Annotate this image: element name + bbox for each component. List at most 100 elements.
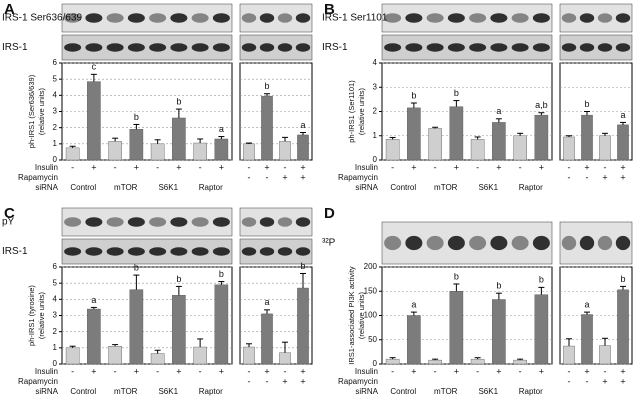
insulin-sign: -	[568, 162, 571, 172]
insulin-sign: -	[199, 366, 202, 376]
blot-band	[405, 235, 423, 251]
blot-band	[212, 43, 230, 52]
bar	[243, 346, 255, 365]
y-tick-label: 4	[53, 294, 58, 303]
y-tick-label: 0	[373, 359, 378, 368]
sirna-group: mTOR	[434, 183, 458, 192]
blot-band	[447, 13, 465, 23]
blot-band	[295, 43, 311, 52]
row-label: Insulin	[35, 367, 58, 376]
significance-label: b	[411, 90, 416, 100]
y-axis-label: ph-IRS1 (Ser1101)	[347, 80, 356, 143]
significance-label: b	[219, 269, 224, 279]
significance-label: c	[92, 62, 97, 72]
bar	[428, 128, 442, 161]
row-label: siRNA	[355, 183, 378, 192]
insulin-sign: -	[284, 366, 287, 376]
significance-label: a	[264, 297, 269, 307]
blot-label: ³²P	[322, 238, 336, 249]
bar	[428, 359, 442, 365]
rapamycin-sign: -	[586, 376, 589, 386]
rapamycin-sign: -	[568, 376, 571, 386]
insulin-sign: +	[300, 366, 305, 376]
sirna-group: S6K1	[158, 183, 178, 192]
blot-band	[561, 13, 577, 23]
insulin-sign: +	[454, 162, 459, 172]
blot-band	[469, 235, 487, 251]
significance-label: b	[620, 274, 625, 284]
bar	[563, 136, 575, 161]
bar	[87, 81, 101, 161]
panel-letter: B	[324, 1, 335, 18]
blot-band	[532, 43, 550, 52]
y-axis-label: (relative units)	[37, 291, 46, 339]
bar	[492, 122, 506, 161]
sirna-group: mTOR	[114, 183, 138, 192]
row-label: Insulin	[355, 367, 378, 376]
rapamycin-sign: +	[602, 376, 607, 386]
blot-band	[64, 247, 82, 256]
insulin-sign: -	[114, 366, 117, 376]
bar	[172, 117, 186, 161]
insulin-sign: -	[391, 366, 394, 376]
sirna-group: S6K1	[478, 183, 498, 192]
blot-band	[384, 43, 402, 52]
row-label: Rapamycin	[338, 377, 378, 386]
bar	[617, 289, 629, 365]
rapamycin-sign: +	[620, 376, 625, 386]
significance-label: a	[496, 106, 501, 116]
blot-band	[106, 13, 124, 23]
blot-band	[241, 43, 257, 52]
row-label: Insulin	[35, 163, 58, 172]
blot-band	[490, 43, 508, 52]
blot-band	[579, 235, 595, 251]
insulin-sign: +	[176, 162, 181, 172]
blot-band	[259, 247, 275, 256]
bar	[279, 352, 291, 365]
y-tick-label: 100	[364, 311, 378, 320]
y-tick-label: 1	[53, 343, 58, 352]
bar	[297, 134, 309, 161]
y-tick-label: 1	[373, 131, 378, 140]
insulin-sign: -	[248, 162, 251, 172]
significance-label: a	[411, 299, 416, 309]
blot-band	[212, 217, 230, 227]
blot-band	[106, 247, 124, 256]
bar	[449, 291, 464, 365]
rapamycin-sign: -	[248, 172, 251, 182]
row-label: Rapamycin	[18, 173, 58, 182]
bar	[470, 139, 485, 161]
sirna-group: S6K1	[158, 387, 178, 396]
sirna-group: Raptor	[519, 183, 543, 192]
blot-band	[277, 13, 293, 23]
y-axis-label: (relative units)	[37, 87, 46, 135]
blot-band	[490, 235, 508, 251]
blot-band	[384, 235, 402, 251]
insulin-sign: -	[434, 162, 437, 172]
y-tick-label: 0	[373, 155, 378, 164]
blot-band	[295, 13, 311, 23]
bar	[513, 359, 527, 365]
bar	[279, 141, 291, 161]
sirna-group: Raptor	[199, 183, 223, 192]
blot-band	[511, 13, 529, 23]
blot-band	[127, 43, 145, 52]
insulin-sign: -	[476, 162, 479, 172]
y-tick-label: 3	[373, 82, 378, 91]
blot-band	[447, 235, 465, 251]
blot-band	[579, 43, 595, 52]
insulin-sign: +	[176, 366, 181, 376]
insulin-sign: +	[411, 162, 416, 172]
blot-band	[277, 217, 293, 227]
insulin-sign: -	[71, 162, 74, 172]
insulin-sign: -	[156, 366, 159, 376]
insulin-sign: +	[496, 366, 501, 376]
significance-label: b	[454, 88, 459, 98]
rapamycin-sign: +	[300, 376, 305, 386]
y-tick-label: 2	[373, 107, 378, 116]
blot-band	[64, 43, 82, 52]
blot-label: pY	[2, 217, 15, 228]
y-tick-label: 4	[373, 58, 378, 67]
y-tick-label: 5	[53, 278, 58, 287]
